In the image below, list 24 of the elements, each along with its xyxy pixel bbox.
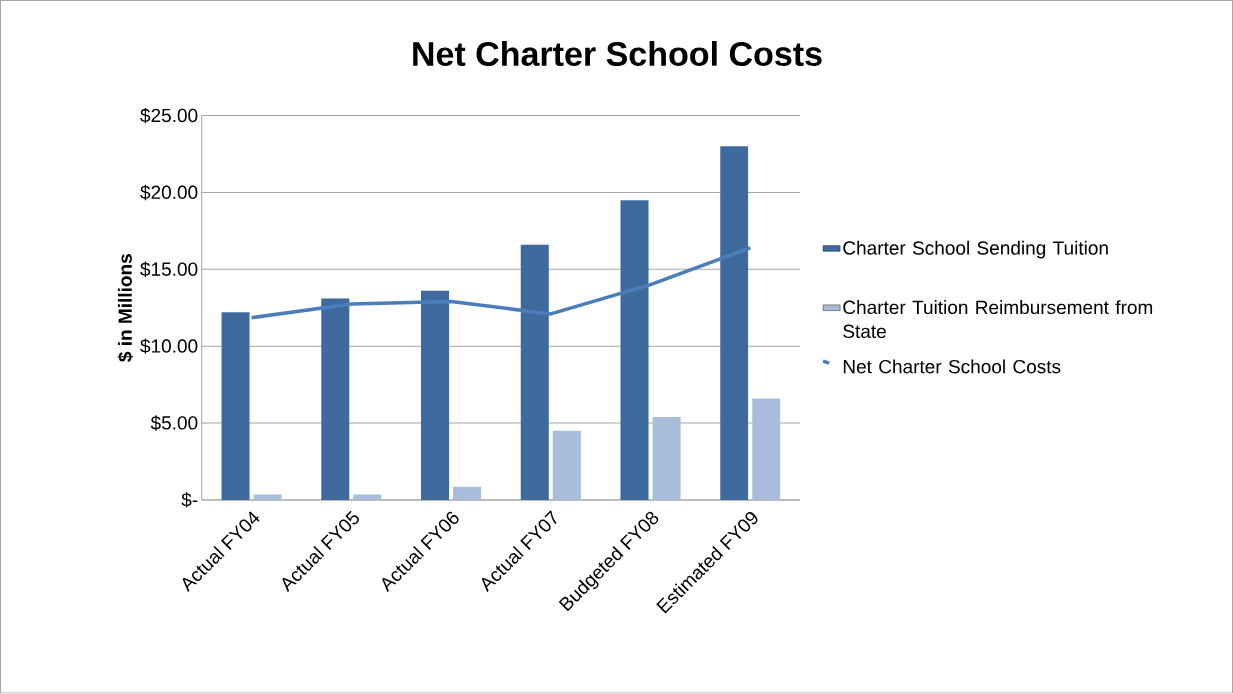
bar xyxy=(552,430,581,501)
bar xyxy=(752,398,781,501)
y-tick-label: $- xyxy=(181,492,198,508)
bar xyxy=(353,494,382,501)
y-tick-label: $15.00 xyxy=(140,261,198,278)
y-tick-label: $5.00 xyxy=(150,415,198,431)
legend-label: Net Charter School Costs xyxy=(843,359,1061,374)
bar xyxy=(453,487,482,501)
y-tick-label: $20.00 xyxy=(140,184,198,201)
line-series xyxy=(249,246,753,320)
bar xyxy=(221,312,250,501)
y-axis-title: $ in Millions xyxy=(117,254,134,363)
bar xyxy=(520,244,549,501)
chart-title: Net Charter School Costs xyxy=(413,41,822,67)
bar xyxy=(652,417,681,501)
legend-label: Charter Tuition Reimbursement from State xyxy=(843,300,1153,339)
bar xyxy=(253,494,282,501)
y-tick-label: $10.00 xyxy=(140,338,198,355)
bar xyxy=(620,200,649,501)
legend-label: Charter School Sending Tuition xyxy=(843,241,1108,259)
bar xyxy=(421,291,450,501)
bar xyxy=(321,298,350,501)
bar xyxy=(720,146,749,501)
y-tick-label: $25.00 xyxy=(140,108,198,124)
